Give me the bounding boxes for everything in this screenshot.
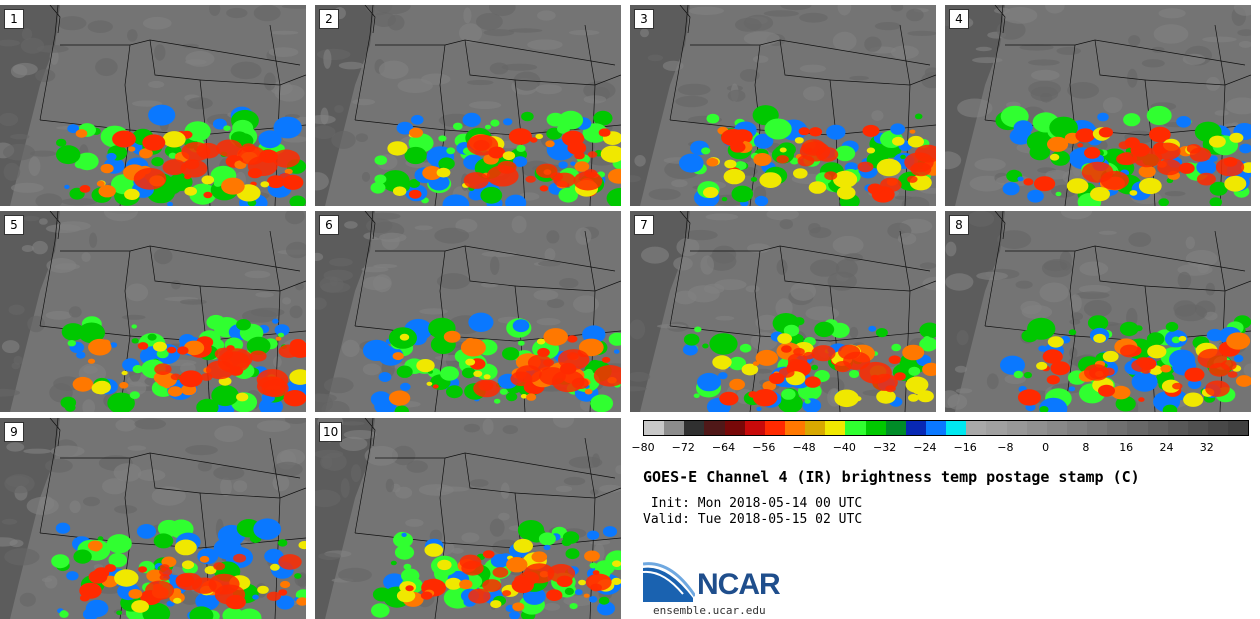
panel-number: 2 [319, 9, 339, 29]
ir-map-image [945, 211, 1251, 412]
colorbar-swatch [644, 421, 665, 435]
colorbar-swatch [1127, 421, 1148, 435]
map-panel-9: 9 [0, 418, 306, 619]
panel-number: 5 [4, 215, 24, 235]
colorbar-swatch [905, 421, 926, 435]
colorbar-tick-label: 0 [1042, 441, 1050, 454]
colorbar-swatch [805, 421, 826, 435]
map-panel-1: 1 [0, 5, 306, 206]
colorbar-tick-label: −56 [752, 441, 776, 454]
map-panel-8: 8 [945, 211, 1251, 412]
ncar-logo-text: NCAR [697, 568, 781, 601]
init-time: Init: Mon 2018-05-14 00 UTC [643, 496, 863, 511]
colorbar-swatch [1066, 421, 1088, 435]
ir-map-image [630, 211, 936, 412]
map-panel-5: 5 [0, 211, 306, 412]
colorbar-swatch [1207, 421, 1229, 435]
colorbar-swatch [986, 421, 1007, 435]
ir-map-image [0, 5, 306, 206]
colorbar-tick-label: −48 [792, 441, 816, 454]
ir-map-image [0, 211, 306, 412]
colorbar-swatch [925, 421, 947, 435]
valid-time: Valid: Tue 2018-05-15 02 UTC [643, 512, 863, 527]
map-panel-2: 2 [315, 5, 621, 206]
colorbar-swatch [825, 421, 846, 435]
colorbar-swatch [946, 421, 967, 435]
map-panel-7: 7 [630, 211, 936, 412]
ncar-logo: NCAR [643, 562, 793, 607]
panel-number: 1 [4, 9, 24, 29]
colorbar-swatch [1187, 421, 1208, 435]
colorbar-swatch [724, 421, 745, 435]
colorbar-swatch [1087, 421, 1108, 435]
colorbar-swatch [1147, 421, 1168, 435]
panel-number: 10 [319, 422, 343, 442]
panel-number: 6 [319, 215, 339, 235]
colorbar-swatch [885, 421, 906, 435]
ir-map-image [315, 418, 621, 619]
colorbar-swatch [1006, 421, 1027, 435]
colorbar-tick-label: 32 [1199, 441, 1214, 454]
ncar-logo-mark-icon [643, 562, 695, 602]
map-panel-3: 3 [630, 5, 936, 206]
colorbar-swatch [845, 421, 866, 435]
colorbar-swatch [966, 421, 987, 435]
panel-number: 9 [4, 422, 24, 442]
colorbar-swatch [1046, 421, 1067, 435]
colorbar-swatch [784, 421, 806, 435]
map-panel-4: 4 [945, 5, 1251, 206]
colorbar-swatch [1026, 421, 1047, 435]
colorbar-swatch [764, 421, 785, 435]
map-panel-6: 6 [315, 211, 621, 412]
colorbar-swatch [865, 421, 886, 435]
map-panel-10: 10 [315, 418, 621, 619]
colorbar-tick-label: −64 [711, 441, 736, 454]
colorbar-swatch [664, 421, 685, 435]
colorbar-tick-label: −72 [671, 441, 695, 454]
colorbar-swatch [1228, 421, 1249, 435]
colorbar-tick-label: −8 [997, 441, 1014, 454]
panel-number: 3 [634, 9, 654, 29]
panel-number: 7 [634, 215, 654, 235]
colorbar-swatch [704, 421, 725, 435]
colorbar-tick-label: −40 [832, 441, 856, 454]
colorbar-tick-label: 8 [1082, 441, 1090, 454]
ir-map-image [0, 418, 306, 619]
colorbar-ticks: −80 −72 −64 −56 −48 −40 −32 −24 −16 −8 0 8 16 24 32 [631, 441, 1247, 455]
colorbar-swatch [684, 421, 705, 435]
colorbar [643, 420, 1249, 436]
colorbar-swatch [1107, 421, 1128, 435]
colorbar-tick-label: −32 [872, 441, 897, 454]
ir-map-image [630, 5, 936, 206]
colorbar-swatch [1167, 421, 1188, 435]
ir-map-image [315, 211, 621, 412]
panel-number: 4 [949, 9, 969, 29]
colorbar-tick-label: 16 [1119, 441, 1134, 454]
ir-map-image [945, 5, 1251, 206]
colorbar-tick-label: 24 [1159, 441, 1174, 454]
site-url: ensemble.ucar.edu [653, 604, 766, 617]
colorbar-tick-label: −24 [913, 441, 937, 454]
colorbar-tick-label: −80 [631, 441, 655, 454]
ir-map-image [315, 5, 621, 206]
colorbar-tick-label: −16 [953, 441, 977, 454]
chart-title: GOES-E Channel 4 (IR) brightness temp po… [643, 468, 1140, 486]
colorbar-swatch [744, 421, 765, 435]
panel-number: 8 [949, 215, 969, 235]
